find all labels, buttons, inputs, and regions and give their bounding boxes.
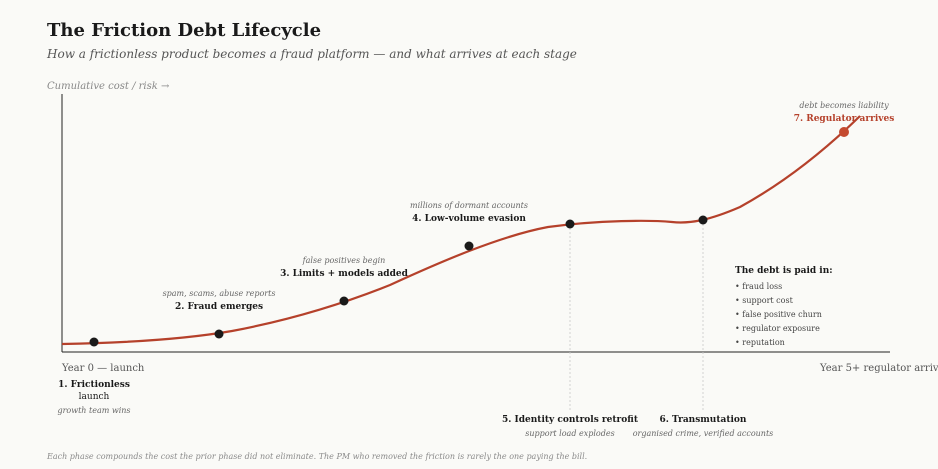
debt-item: • support cost xyxy=(735,296,794,305)
stage-4-name: 4. Low-volume evasion xyxy=(412,214,526,224)
cost-curve xyxy=(61,115,861,346)
stage-7-marker xyxy=(839,127,849,137)
diagram-title: The Friction Debt Lifecycle xyxy=(47,20,322,41)
stage-4-note: millions of dormant accounts xyxy=(410,201,528,210)
stage-4-marker xyxy=(464,241,474,251)
stage-5-marker xyxy=(565,219,575,229)
stage-6-marker xyxy=(698,215,708,225)
debt-item: • fraud loss xyxy=(735,282,782,291)
stage-2-marker xyxy=(214,329,224,339)
y-axis-label: Cumulative cost / risk → xyxy=(47,81,170,92)
stage-3-marker xyxy=(339,296,349,306)
debt-box-title: The debt is paid in: xyxy=(735,266,833,276)
stage-1-name-line2: launch xyxy=(79,392,110,402)
stage-3-note: false positives begin xyxy=(302,256,386,265)
stage-5-note: support load explodes xyxy=(525,429,614,438)
stage-1-note: growth team wins xyxy=(57,406,130,415)
stage-2-name: 2. Fraud emerges xyxy=(175,302,263,312)
stage-7-name: 7. Regulator arrives xyxy=(794,114,895,124)
stage-1-marker xyxy=(89,337,99,347)
debt-item: • reputation xyxy=(735,338,785,347)
debt-item: • regulator exposure xyxy=(735,324,820,333)
stage-3-name: 3. Limits + models added xyxy=(280,269,409,279)
stage-7-note: debt becomes liability xyxy=(799,101,889,110)
footnote: Each phase compounds the cost the prior … xyxy=(47,452,588,461)
stage-6-note: organised crime, verified accounts xyxy=(633,429,774,438)
stage-2-note: spam, scams, abuse reports xyxy=(163,289,276,298)
diagram-subtitle: How a frictionless product becomes a fra… xyxy=(47,47,577,61)
stage-1-name: 1. Frictionless xyxy=(58,380,130,390)
stage-6-name: 6. Transmutation xyxy=(660,415,747,425)
stage-5-name: 5. Identity controls retrofit xyxy=(502,415,639,425)
x-axis-end-label: Year 5+ regulator arrives xyxy=(819,363,938,374)
x-axis-start-label: Year 0 — launch xyxy=(61,363,145,374)
debt-item: • false positive churn xyxy=(735,310,822,319)
